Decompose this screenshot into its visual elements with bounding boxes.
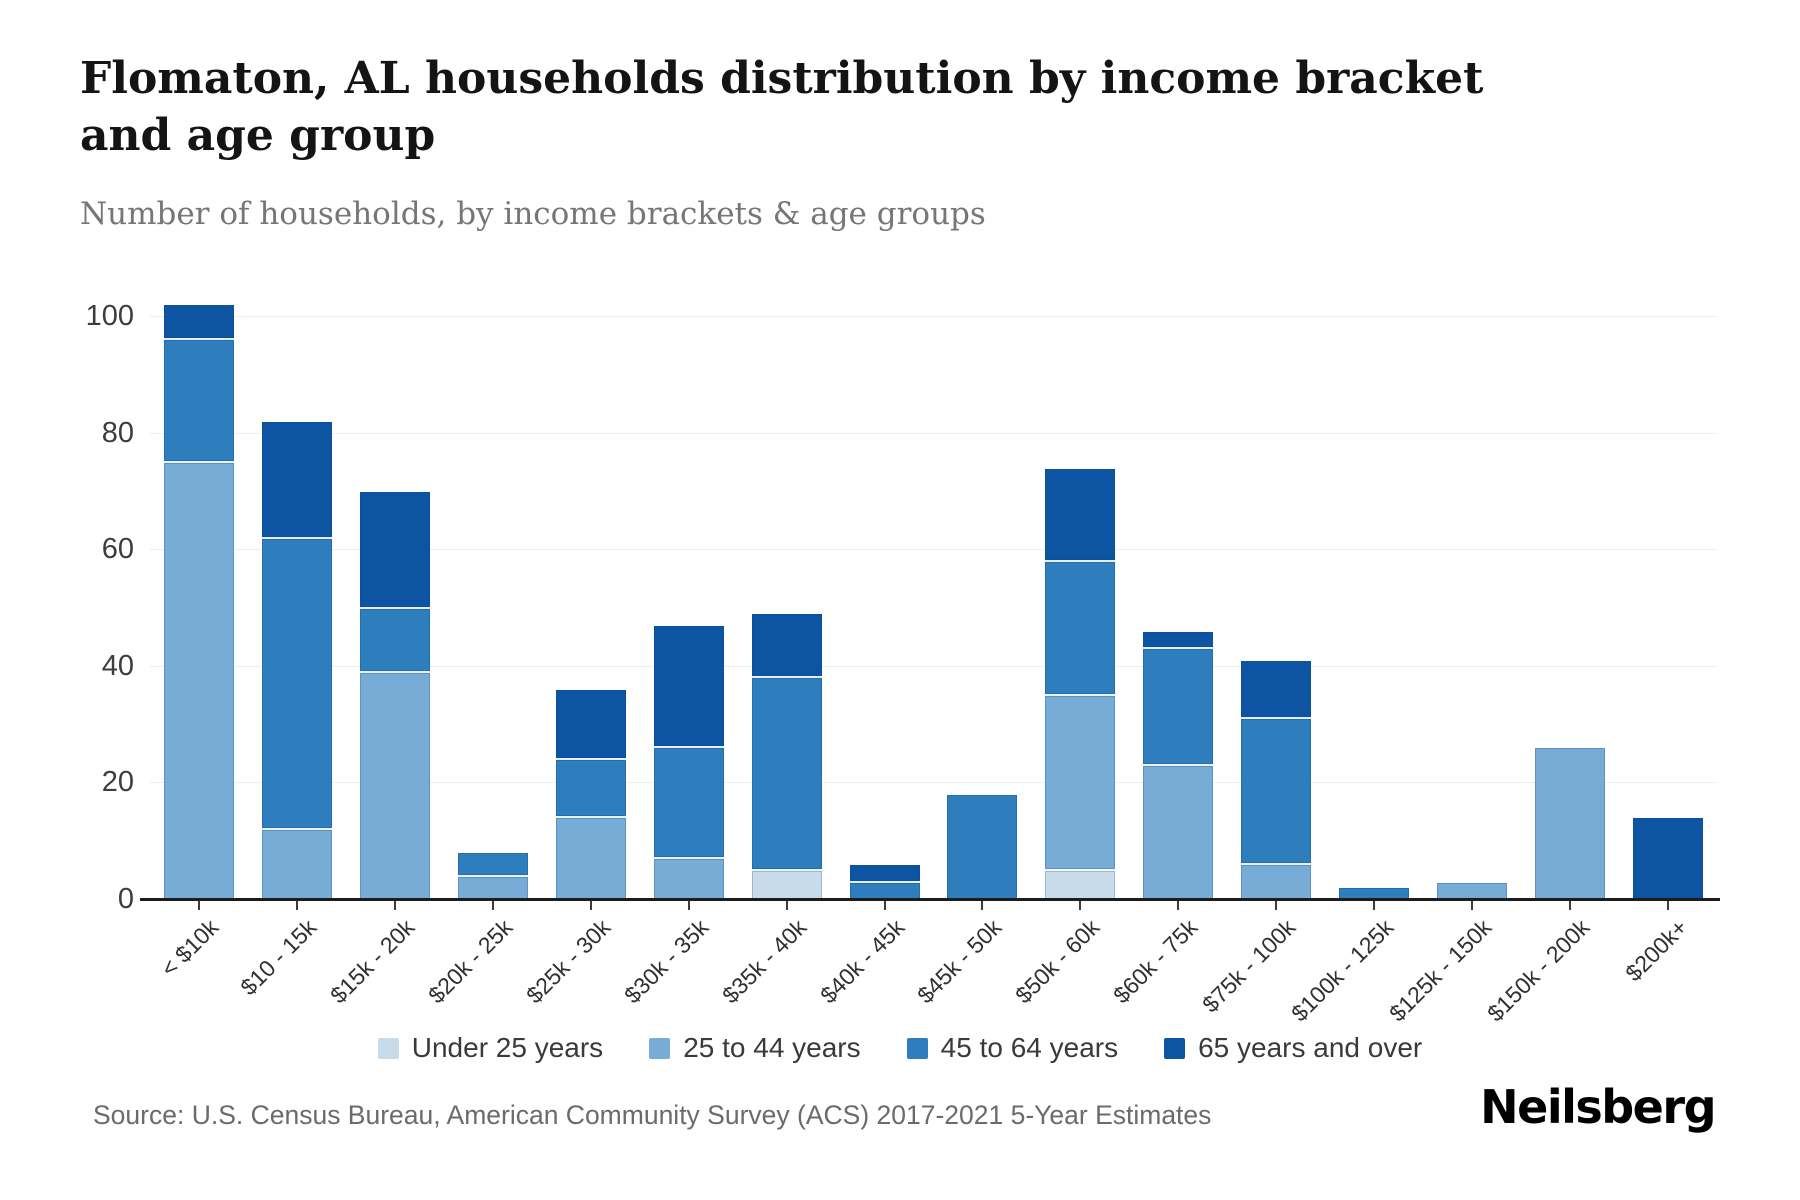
x-axis-tick <box>1373 901 1376 910</box>
bar-segment <box>555 760 626 819</box>
page-title: Flomaton, AL households distribution by … <box>80 53 1484 162</box>
legend-swatch <box>906 1037 928 1059</box>
source-text: Source: U.S. Census Bureau, American Com… <box>93 1100 1212 1130</box>
x-axis-tick <box>687 901 690 910</box>
gridline <box>150 549 1717 551</box>
bar-segment <box>1045 695 1116 871</box>
x-axis-tick <box>1275 901 1278 910</box>
y-axis-label: 40 <box>101 649 134 682</box>
gridline <box>150 665 1717 667</box>
gridline <box>150 782 1717 784</box>
neilsberg-logo: Neilsberg <box>1480 1080 1716 1134</box>
x-axis-label: $10 - 15k <box>235 914 322 1001</box>
x-axis-tick <box>1079 901 1082 910</box>
legend-label: Under 25 years <box>411 1032 604 1063</box>
x-axis-tick <box>785 901 788 910</box>
legend-swatch <box>1164 1037 1186 1059</box>
x-axis-tick <box>883 901 886 910</box>
bar-segment <box>751 678 822 871</box>
legend-item: 65 years and over <box>1164 1032 1422 1064</box>
x-axis-label: $125k - 150k <box>1384 914 1497 1027</box>
x-axis-label: < $10k <box>155 914 224 982</box>
bar-segment <box>1241 865 1312 900</box>
bar-segment <box>555 690 626 761</box>
bar-segment <box>653 626 724 749</box>
x-axis-tick <box>981 901 984 910</box>
x-axis-tick <box>1569 901 1572 910</box>
bar-segment <box>849 865 920 883</box>
legend-item: 25 to 44 years <box>649 1032 861 1064</box>
x-axis-label: $50k - 60k <box>1010 914 1105 1009</box>
legend-label: 45 to 64 years <box>940 1032 1119 1063</box>
legend-label: 65 years and over <box>1198 1032 1423 1063</box>
x-axis-label: $45k - 50k <box>912 914 1007 1009</box>
bar-segment <box>1437 882 1508 900</box>
bar-segment <box>849 882 920 900</box>
x-axis-label: $25k - 30k <box>520 914 616 1009</box>
x-axis-tick <box>393 901 396 910</box>
bar-segment <box>555 818 626 900</box>
bar-segment <box>359 491 430 609</box>
legend-item: Under 25 years <box>377 1032 604 1064</box>
bar-segment <box>653 748 724 860</box>
x-axis-label: $100k - 125k <box>1286 914 1399 1027</box>
bar-segment <box>1045 468 1116 562</box>
bar-segment <box>1045 870 1116 900</box>
x-axis-tick <box>1177 901 1180 910</box>
x-axis-label: $30k - 35k <box>618 914 714 1009</box>
bar-segment <box>1633 818 1704 900</box>
bar-segment <box>653 859 724 900</box>
bar-segment <box>457 876 528 900</box>
bar-segment <box>261 830 332 900</box>
x-axis-label: $75k - 100k <box>1197 914 1301 1018</box>
bar-segment <box>947 795 1018 900</box>
y-axis-label: 80 <box>101 416 134 449</box>
bar-segment <box>1045 561 1116 696</box>
bar-segment <box>163 305 234 341</box>
x-axis-label: $35k - 40k <box>716 914 811 1009</box>
x-axis-label: $40k - 45k <box>814 914 909 1009</box>
bar-segment <box>1143 649 1214 766</box>
bar-segment <box>1241 719 1312 866</box>
bar-segment <box>1339 888 1410 900</box>
bar-segment <box>261 421 332 539</box>
bar-segment <box>163 462 234 900</box>
bar-segment <box>1143 631 1214 650</box>
gridline <box>150 432 1717 434</box>
bar-segment <box>1143 765 1214 900</box>
legend-swatch <box>377 1037 399 1059</box>
x-axis-label: $20k - 25k <box>422 914 518 1009</box>
x-axis-tick <box>295 901 298 910</box>
x-axis-label: $15k - 20k <box>324 914 420 1009</box>
bar-segment <box>359 672 430 900</box>
x-axis-tick <box>197 901 200 910</box>
x-axis-tick <box>491 901 494 910</box>
bar-segment <box>1241 660 1312 720</box>
bar-segment <box>359 608 430 673</box>
chart-subtitle: Number of households, by income brackets… <box>80 196 986 232</box>
x-axis-tick <box>1667 901 1670 910</box>
gridline <box>150 316 1717 317</box>
legend-label: 25 to 44 years <box>683 1032 861 1063</box>
y-axis-label: 0 <box>117 883 134 915</box>
y-axis-label: 60 <box>101 533 134 566</box>
bar-segment <box>457 853 528 877</box>
bar-segment <box>751 870 822 900</box>
plot-area <box>150 295 1717 900</box>
legend: Under 25 years 25 to 44 years 45 to 64 yea… <box>0 1032 1800 1064</box>
bar-segment <box>261 538 332 831</box>
x-axis-tick <box>589 901 592 910</box>
bar-segment <box>1535 748 1606 900</box>
legend-swatch <box>649 1037 671 1059</box>
x-axis-line <box>140 898 1720 901</box>
bar-segment <box>163 340 234 463</box>
y-axis-label: 20 <box>101 766 134 799</box>
x-axis-label: $60k - 75k <box>1108 914 1203 1009</box>
legend-item: 45 to 64 years <box>906 1032 1119 1064</box>
bar-segment <box>751 614 822 679</box>
y-axis-label: 100 <box>85 300 134 332</box>
x-axis-tick <box>1471 901 1474 910</box>
